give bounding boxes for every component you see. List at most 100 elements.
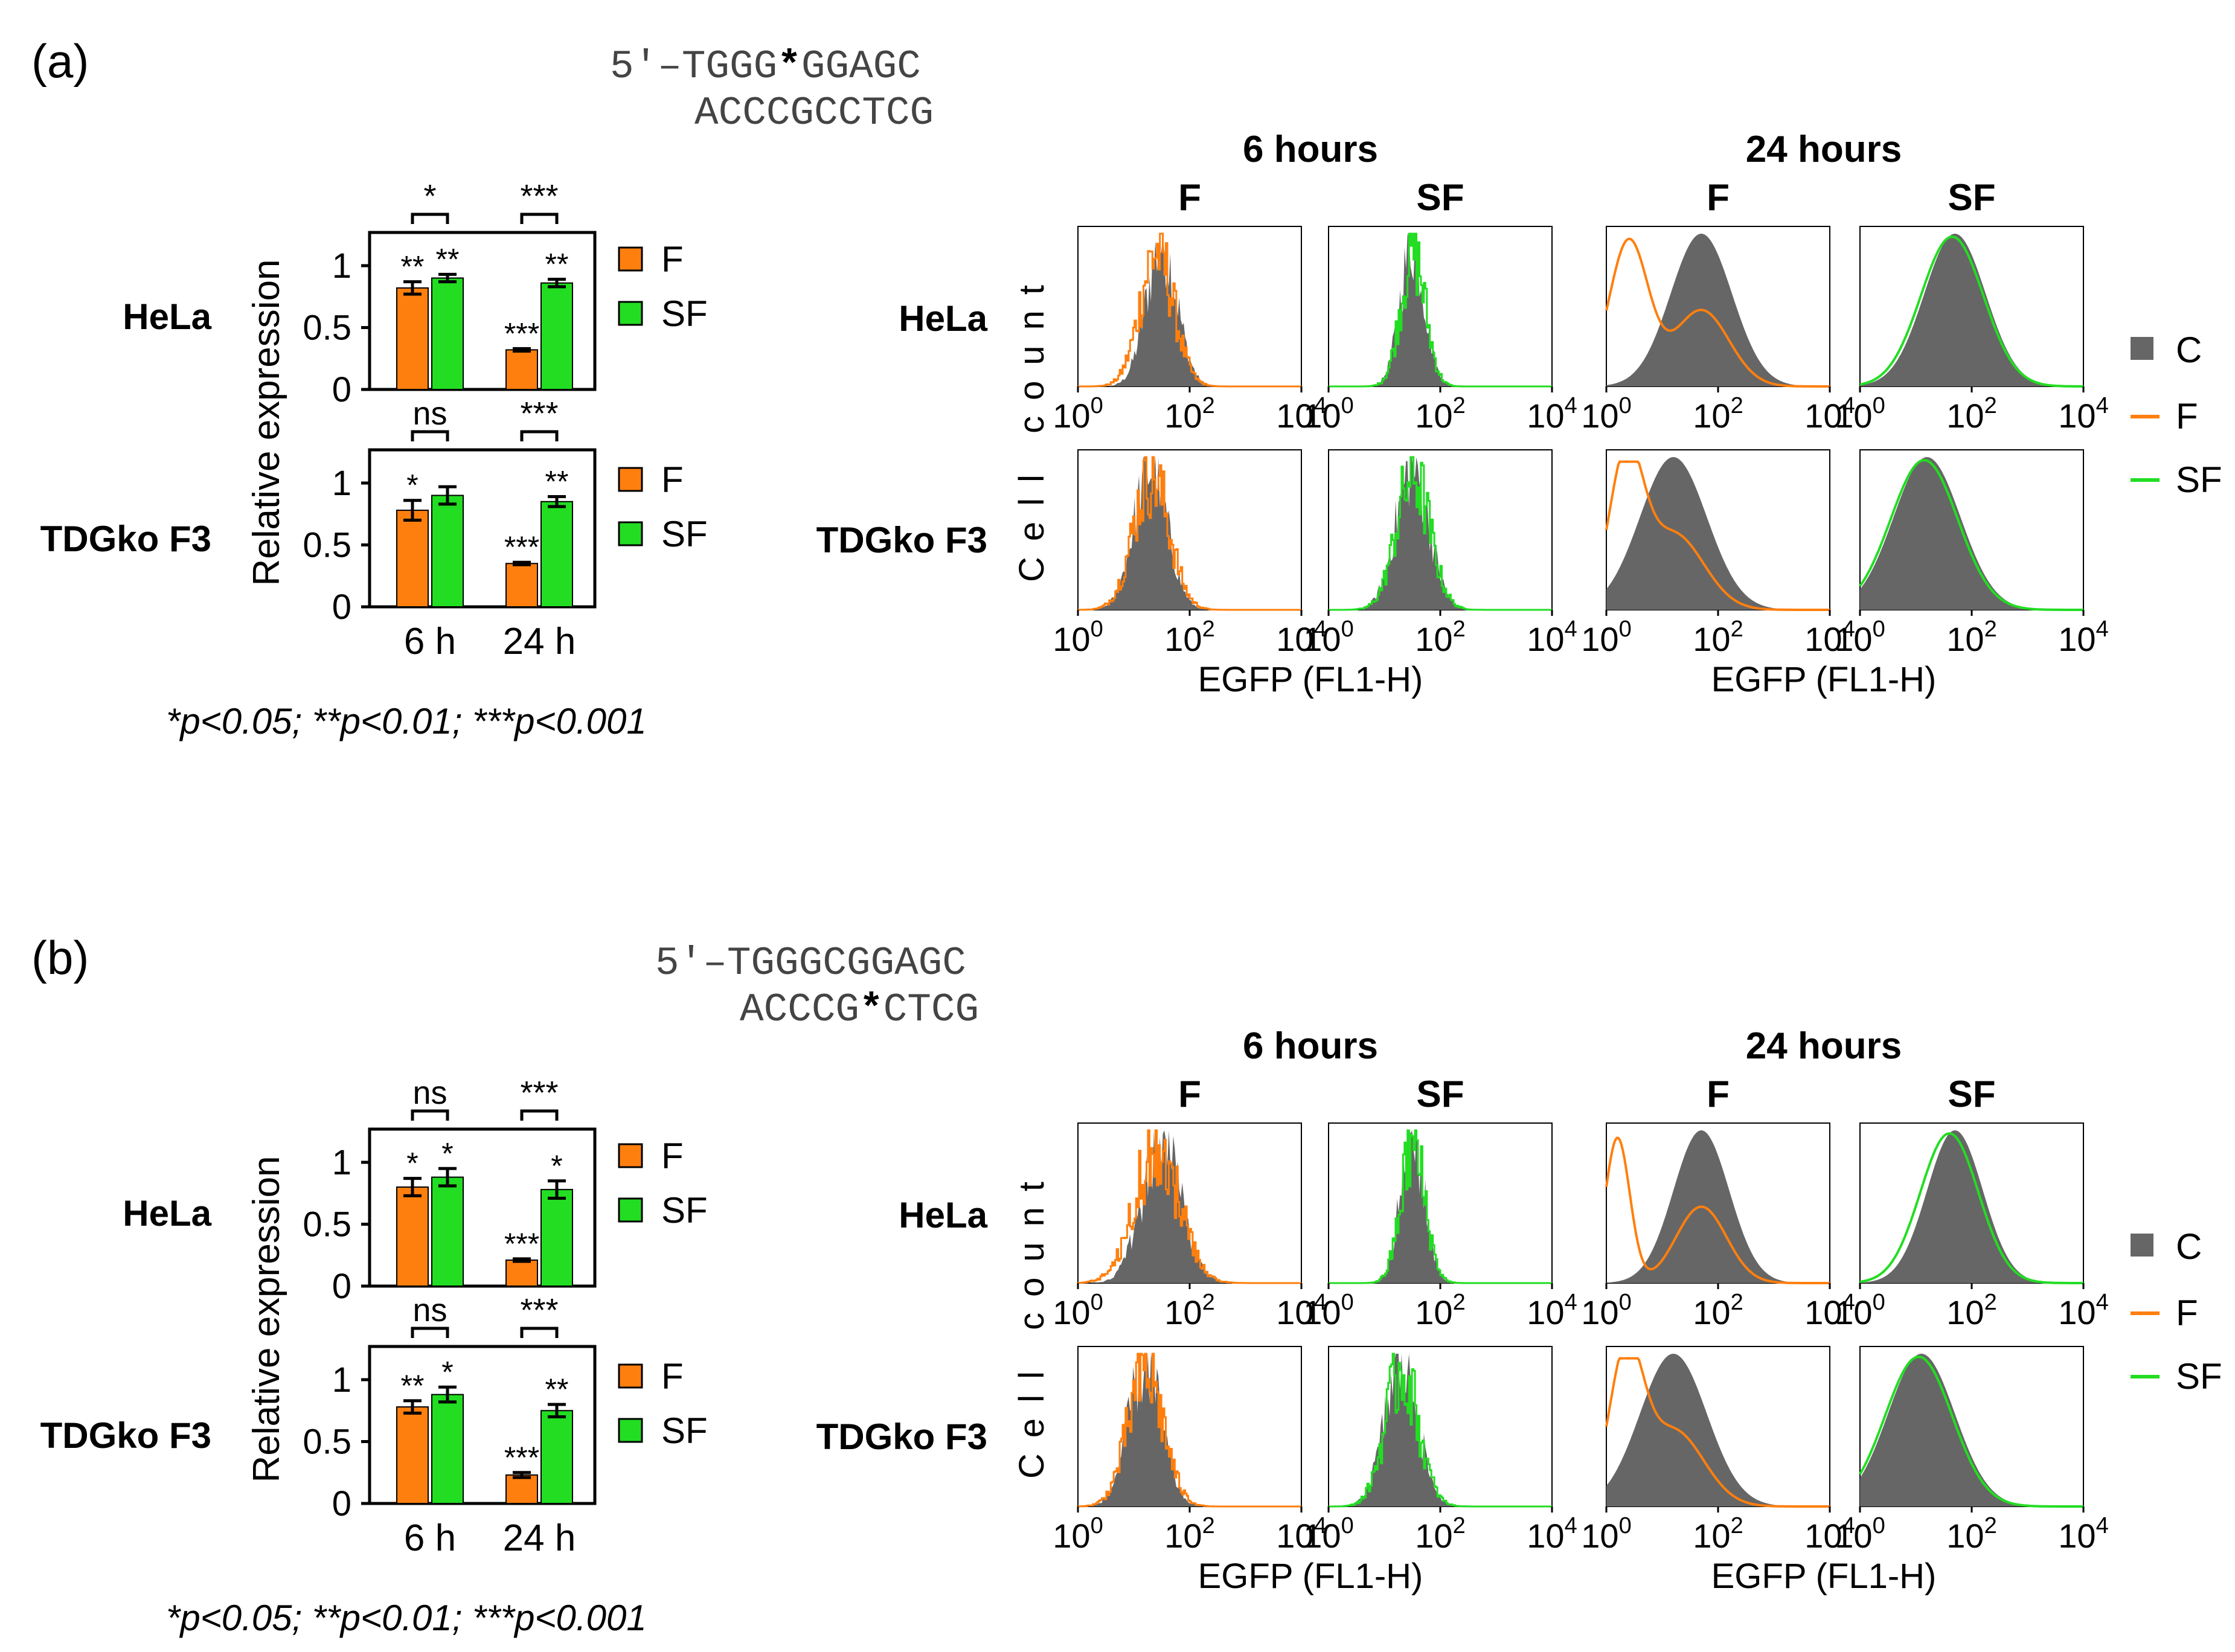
x-tick-label: 102 bbox=[1164, 1513, 1214, 1555]
sample-histogram-sf bbox=[1859, 1132, 2083, 1284]
time-header-24h: 24 hours bbox=[1746, 129, 1902, 170]
bar-f-6h bbox=[396, 1186, 429, 1287]
tick-base: 10 bbox=[1946, 1293, 1984, 1331]
panel-label: (a) bbox=[31, 34, 89, 88]
y-tick-label: 0 bbox=[332, 1484, 351, 1523]
tick-base: 10 bbox=[1946, 620, 1984, 658]
sample-histogram-f bbox=[1078, 456, 1301, 611]
bar-f-6h bbox=[396, 510, 429, 607]
tick-base: 10 bbox=[1693, 1517, 1730, 1555]
sample-histogram-sf bbox=[1859, 459, 2083, 611]
histogram-tdgko-f3-6hours-sf: 100 102 104 bbox=[1303, 1346, 1577, 1555]
significance-mark: ** bbox=[401, 250, 425, 284]
condition-header: F bbox=[1707, 1074, 1730, 1115]
comparison-label: ns bbox=[412, 1075, 447, 1111]
tick-exponent: 4 bbox=[1565, 1513, 1577, 1538]
histogram-hela-24hours-f: 100 102 104 bbox=[1581, 226, 1855, 435]
x-tick-label: 102 bbox=[1415, 393, 1465, 435]
tick-exponent: 4 bbox=[1842, 393, 1855, 418]
histogram-frame bbox=[1077, 449, 1302, 610]
comparison-label: * bbox=[423, 178, 436, 214]
histogram-tdgko-f3-24hours-f: 100 102 104 bbox=[1581, 449, 1855, 658]
legend-swatch-sf bbox=[618, 1418, 643, 1443]
x-tick-label: 100 bbox=[1581, 1290, 1631, 1331]
tick-base: 10 bbox=[1527, 1293, 1564, 1331]
tick-exponent: 2 bbox=[1453, 1290, 1466, 1315]
time-header-24h: 24 hours bbox=[1746, 1025, 1902, 1067]
tick-exponent: 4 bbox=[2096, 393, 2109, 418]
legend-label-f: F bbox=[661, 1356, 684, 1397]
tick-base: 10 bbox=[1581, 1293, 1618, 1331]
tick-exponent: 0 bbox=[1091, 616, 1103, 642]
tick-exponent: 2 bbox=[1731, 1513, 1743, 1538]
sequence-segment: * bbox=[777, 44, 801, 89]
x-tick-label: 100 bbox=[1303, 393, 1353, 435]
bar-f-24h bbox=[505, 563, 538, 607]
control-histogram bbox=[1606, 1130, 1830, 1283]
tick-base: 10 bbox=[1804, 397, 1842, 435]
x-tick-label: 104 bbox=[2058, 616, 2108, 658]
tick-base: 10 bbox=[1164, 1293, 1202, 1331]
tick-base: 10 bbox=[1804, 1517, 1842, 1555]
bar-sf-24h bbox=[540, 501, 573, 607]
x-tick-label: 100 bbox=[1303, 616, 1353, 658]
x-tick-label: 104 bbox=[1276, 1513, 1326, 1555]
x-tick-label: 100 bbox=[1053, 1513, 1103, 1555]
x-tick-label: 104 bbox=[1527, 1513, 1577, 1555]
tick-exponent: 0 bbox=[1619, 1290, 1632, 1315]
comparison-bracket bbox=[411, 1109, 449, 1121]
control-histogram bbox=[1078, 1130, 1301, 1283]
condition-header: F bbox=[1707, 177, 1730, 219]
hist-y-axis-label: Cell count bbox=[1012, 269, 1051, 582]
y-tick-label: 0.5 bbox=[303, 309, 351, 348]
x-tick-label: 104 bbox=[1804, 616, 1855, 658]
x-tick-label: 6 h bbox=[404, 1517, 456, 1559]
x-tick-label: 102 bbox=[1693, 1290, 1743, 1331]
tick-exponent: 0 bbox=[1091, 393, 1103, 418]
tick-base: 10 bbox=[1164, 1517, 1202, 1555]
comparison-label: *** bbox=[520, 395, 558, 432]
control-histogram bbox=[1606, 457, 1830, 610]
tick-base: 10 bbox=[1804, 1293, 1842, 1331]
y-tick-label: 0.5 bbox=[303, 526, 351, 565]
sample-histogram-sf bbox=[1329, 232, 1552, 388]
x-tick-label: 100 bbox=[1053, 1290, 1103, 1331]
tick-exponent: 2 bbox=[1202, 1513, 1215, 1538]
hist-x-axis-label: EGFP (FL1-H) bbox=[1711, 660, 1937, 699]
tick-base: 10 bbox=[1946, 1517, 1984, 1555]
comparison-bracket bbox=[411, 213, 449, 224]
comparison-label: ns bbox=[412, 1292, 447, 1328]
control-histogram bbox=[1606, 1354, 1830, 1506]
x-tick-label: 102 bbox=[1946, 616, 1996, 658]
tick-exponent: 4 bbox=[1842, 1290, 1855, 1315]
tick-base: 10 bbox=[1303, 397, 1341, 435]
tick-base: 10 bbox=[1527, 620, 1564, 658]
sequence-segment: CTCG bbox=[883, 987, 979, 1032]
tick-base: 10 bbox=[1303, 1517, 1341, 1555]
histogram-hela-6hours-f: 100 102 104 bbox=[1053, 1122, 1327, 1331]
tick-base: 10 bbox=[1835, 397, 1872, 435]
tick-base: 10 bbox=[1693, 397, 1730, 435]
significance-mark: *** bbox=[504, 316, 539, 350]
legend-label-f: F bbox=[661, 239, 684, 280]
tick-exponent: 0 bbox=[1341, 616, 1354, 642]
panel-label: (b) bbox=[31, 931, 89, 984]
y-tick-label: 0.5 bbox=[303, 1205, 351, 1244]
x-tick-label: 104 bbox=[2058, 1513, 2108, 1555]
sample-histogram-f bbox=[1605, 460, 1830, 611]
legend-swatch-f bbox=[618, 1363, 643, 1389]
tick-base: 10 bbox=[1415, 1293, 1452, 1331]
sequence-segment: 5′–TGGGCGGAGC bbox=[655, 941, 966, 986]
y-tick-label: 0 bbox=[332, 370, 351, 409]
sample-histogram-f bbox=[1078, 1353, 1301, 1508]
x-tick-label: 102 bbox=[1164, 616, 1214, 658]
hist-x-axis-label: EGFP (FL1-H) bbox=[1711, 1557, 1937, 1596]
histogram-hela-6hours-f: 100 102 104 bbox=[1053, 226, 1327, 435]
hist-x-axis-label: EGFP (FL1-H) bbox=[1198, 1557, 1423, 1596]
legend-label-f: F bbox=[2176, 396, 2198, 437]
condition-header: SF bbox=[1948, 177, 1995, 219]
significance-mark: * bbox=[551, 1149, 562, 1183]
